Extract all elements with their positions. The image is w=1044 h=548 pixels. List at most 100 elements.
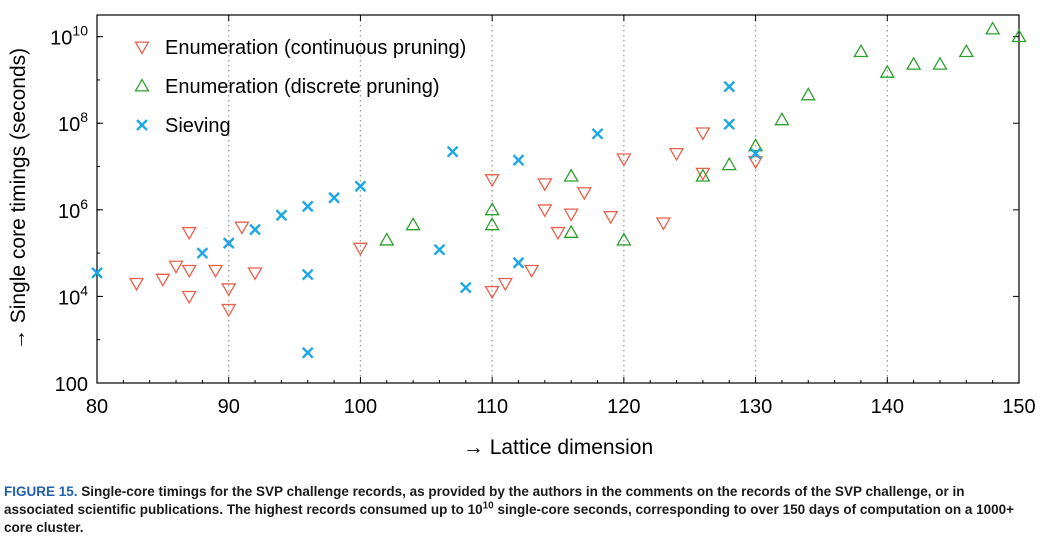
data-point [181,290,197,305]
y-tick-label: 108 [58,109,88,136]
x-marker-stroke [222,237,235,249]
data-point [249,223,261,236]
x-marker-stroke [591,127,604,140]
data-point [512,154,525,167]
legend-marker [134,41,150,55]
figure-caption: FIGURE 15. Single-core timings for the S… [4,483,1034,537]
data-point [181,226,197,241]
data-point [354,180,367,193]
legend-label: Sieving [165,115,231,137]
data-point [695,168,711,182]
data-point [196,247,209,259]
data-point [484,174,500,188]
data-point [524,264,540,279]
data-point [379,232,395,246]
y-tick-label: 104 [58,282,88,309]
data-point [563,168,579,182]
legend-label: Enumeration (discrete pruning) [165,76,440,98]
x-marker-stroke [354,180,367,193]
data-point [537,204,553,218]
legend-marker [136,119,148,131]
x-marker-stroke [433,243,446,256]
data-point [221,303,237,318]
data-point [723,118,736,131]
x-marker-stroke [512,154,525,167]
x-tick-label: 120 [607,396,640,418]
x-marker-stroke [136,119,148,131]
legend-label: Enumeration (continuous pruning) [165,37,466,59]
data-point [181,264,197,279]
data-point [537,178,553,192]
data-point [695,127,711,141]
x-tick-label: 100 [344,396,377,418]
x-marker-stroke [749,147,762,160]
data-point [433,243,446,256]
data-point [301,200,314,213]
y-tick-label: 1010 [50,23,88,50]
data-point [484,217,500,231]
data-point [853,43,869,58]
data-point [747,138,764,152]
x-marker-stroke [196,247,209,259]
x-marker-stroke [328,191,340,204]
data-point [603,211,619,225]
data-point [723,80,736,93]
plot-frame [96,14,1020,384]
legend-marker [134,78,150,92]
data-point [168,260,184,274]
data-point [668,147,685,162]
x-axis-label: → Lattice dimension [463,436,653,459]
data-point [616,232,632,246]
data-point [563,208,579,222]
data-point [128,277,145,292]
data-point [800,87,816,101]
data-point [301,346,314,359]
data-point [91,267,103,279]
data-point [958,43,974,58]
x-marker-stroke [723,118,736,131]
x-marker-stroke [301,346,314,359]
x-marker-stroke [723,80,736,93]
figure-label: FIGURE 15. [4,484,78,499]
data-point [985,21,1001,35]
data-point [352,242,369,256]
x-marker-stroke [301,268,314,281]
data-point [446,145,459,158]
data-point [774,111,790,126]
x-tick-label: 150 [1002,396,1035,418]
series-x [91,80,762,359]
x-marker-stroke [446,145,459,158]
data-point [247,267,263,281]
data-point [484,202,500,216]
data-point [550,226,566,241]
data-point [906,56,922,70]
x-marker-stroke [459,281,472,294]
caption-superscript: 10 [482,500,494,512]
x-marker-stroke [275,209,288,222]
data-point [275,209,288,222]
data-point [484,285,500,300]
x-marker-stroke [512,256,525,269]
data-point [879,64,895,78]
x-tick-label: 140 [871,396,904,418]
y-tick-label: 100 [55,374,88,396]
data-point [749,147,762,160]
data-point [576,187,592,201]
data-point [207,264,224,279]
axes: 80 90 100 110 120 130 140 150 100 104 106 108 1010 [50,15,1036,418]
series-triangle-up [379,21,1027,246]
x-tick-label: 80 [86,396,108,418]
y-axis-label: → Single core timings (seconds) [7,48,30,350]
x-marker-stroke [301,200,314,213]
data-point [747,156,764,170]
series-triangle-down [128,127,764,318]
data-points [91,21,1027,359]
data-point [1011,28,1027,43]
data-point [932,56,948,70]
data-point [512,256,525,269]
data-point [459,281,472,294]
data-point [616,153,632,167]
data-point [301,268,314,281]
grid-lines [228,15,888,383]
data-point [591,127,604,140]
